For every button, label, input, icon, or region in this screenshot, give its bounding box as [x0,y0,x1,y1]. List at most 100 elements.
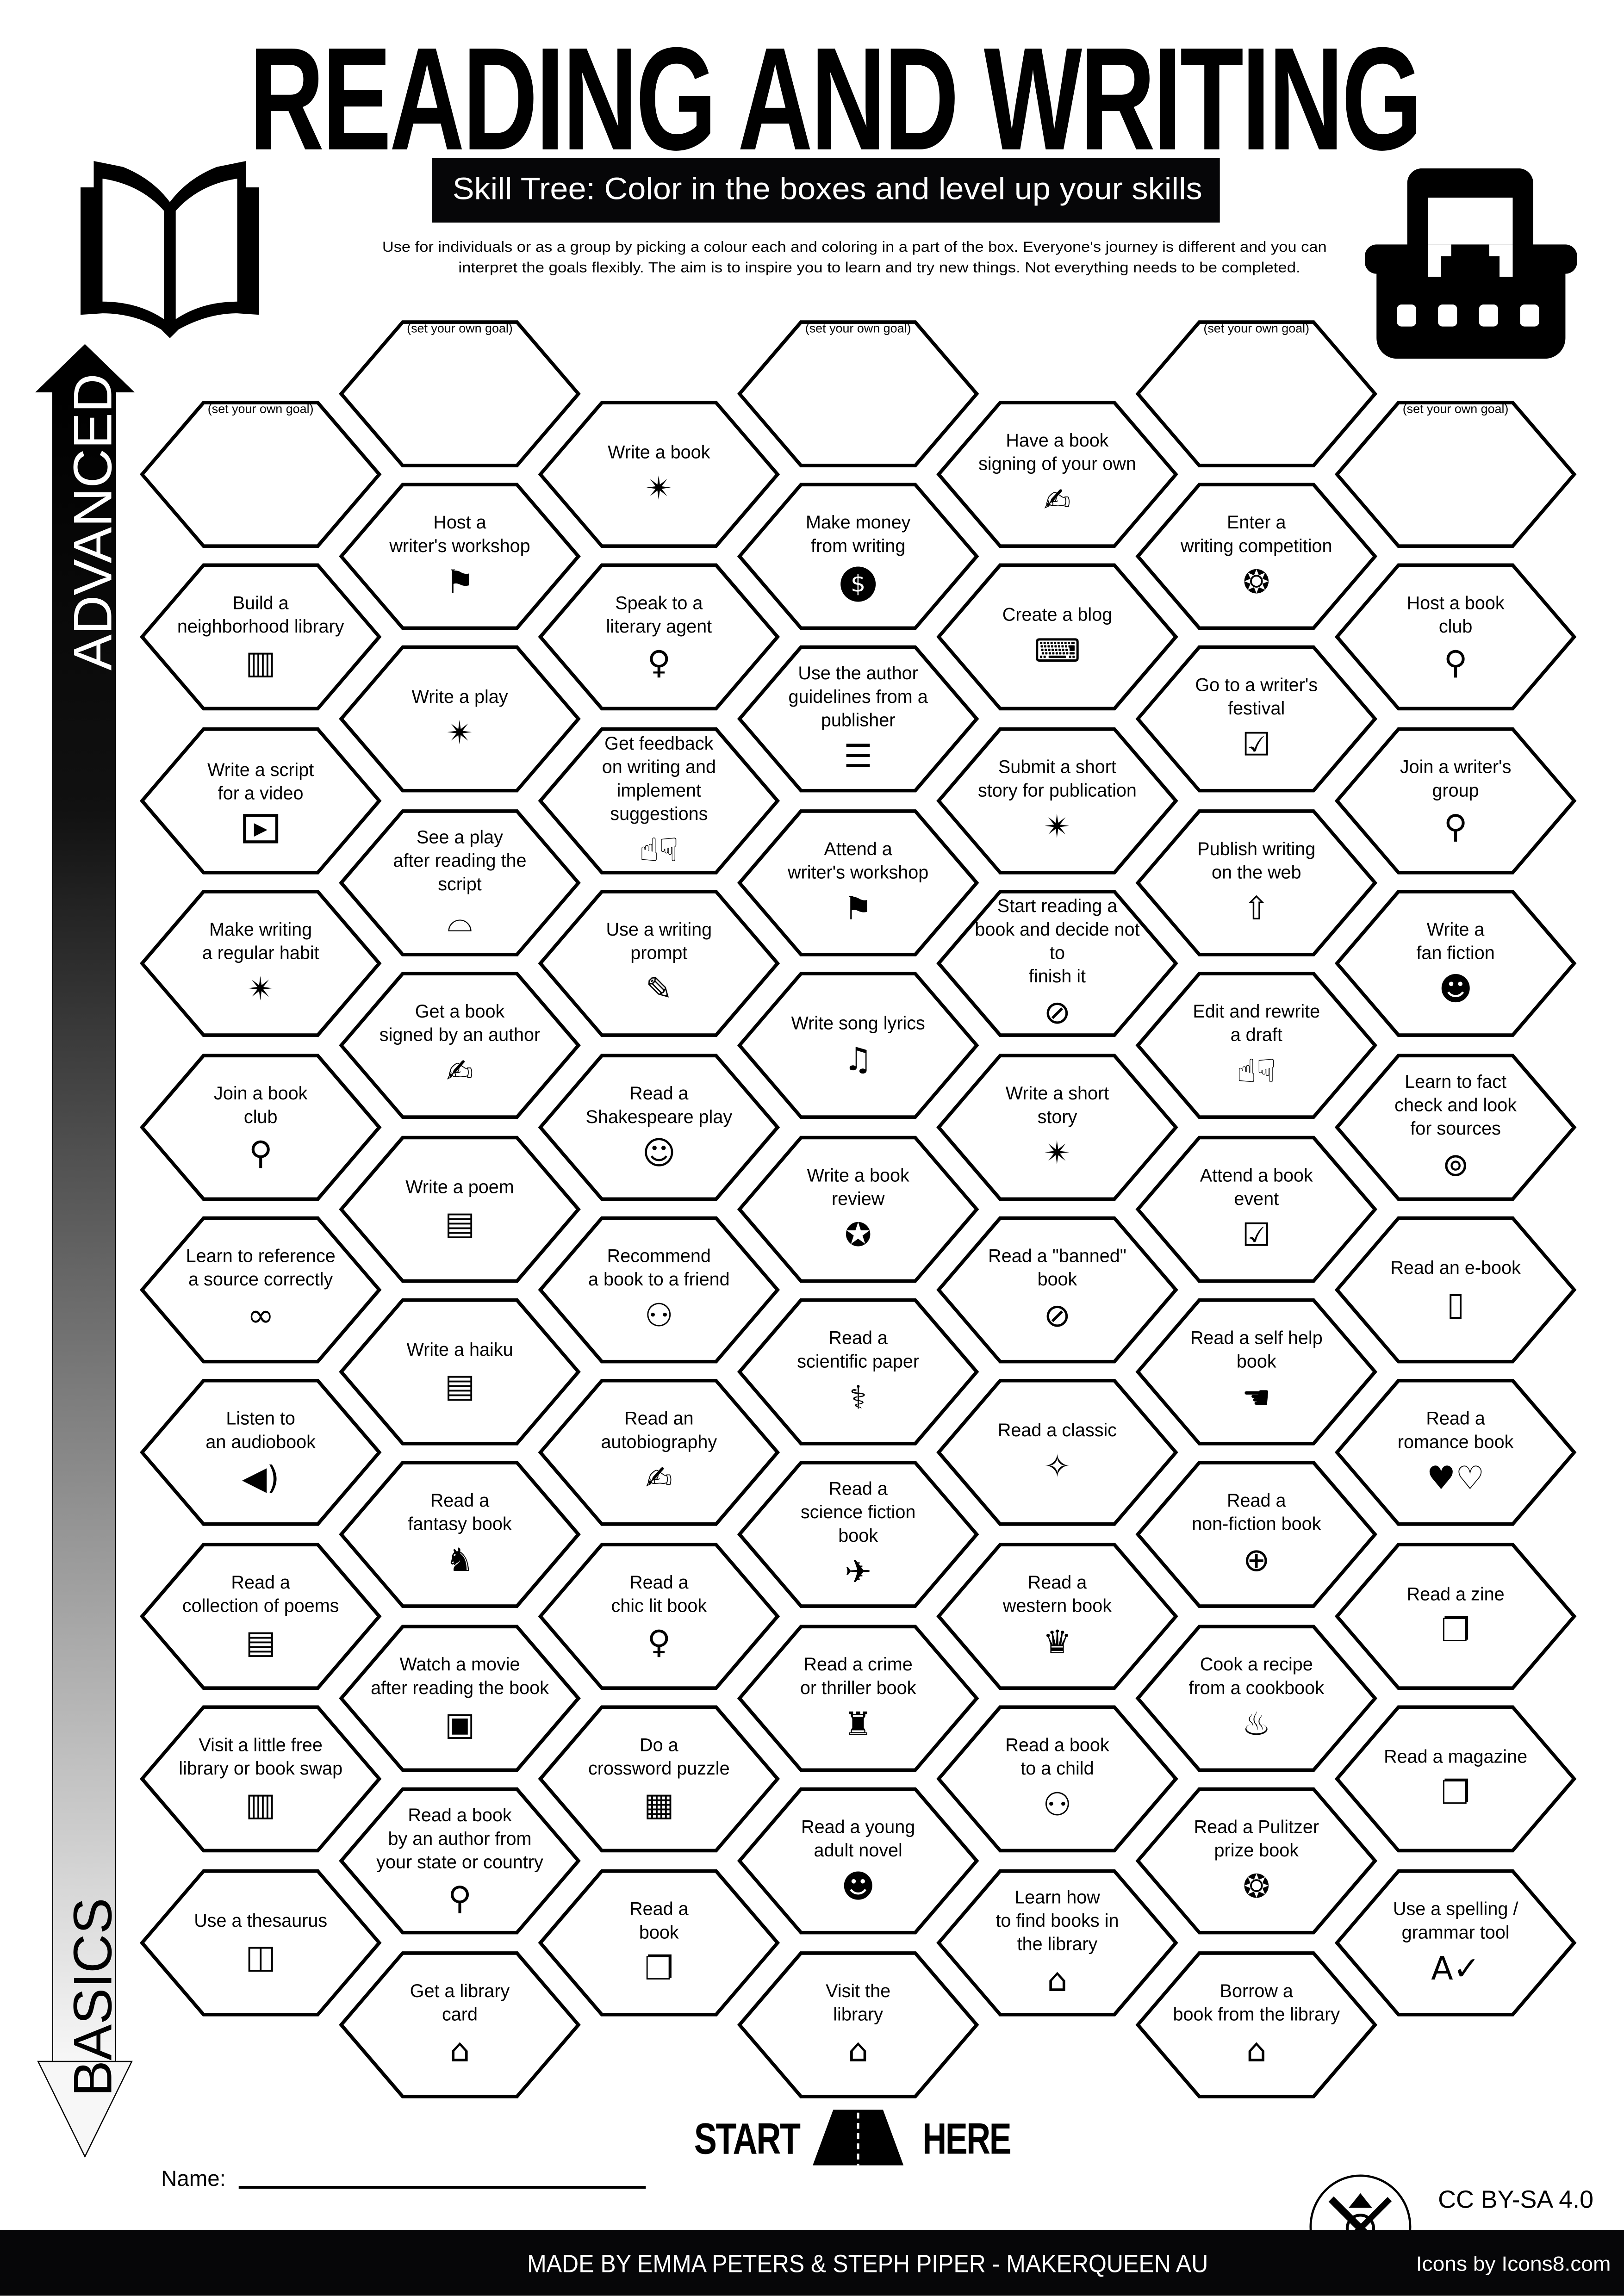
skill-hex[interactable]: Read a western book ♛ [933,1540,1182,1692]
skill-hex[interactable]: Learn how to find books in the library ⌂ [933,1866,1182,2018]
skill-hex[interactable]: Read a non-fiction book ⊕ [1132,1458,1381,1611]
skill-hex[interactable]: Enter a writing competition ❂ [1132,480,1381,632]
poem-scroll-icon: ▤ [444,1205,475,1242]
hex-content: Read a crime or thriller book ♜ [766,1631,951,1765]
skill-hex[interactable]: Read a Pulitzer prize book ❂ [1132,1785,1381,1937]
skill-label: Listen to an audiobook [205,1409,316,1453]
open-book-icon [81,161,260,338]
skill-hex[interactable]: Watch a movie after reading the book ▣ [336,1622,585,1774]
hex-outline [936,1379,1178,1527]
skill-hex[interactable]: Read a Shakespeare play ☺ [535,1051,784,1203]
skill-hex[interactable]: Read an e-book ▯ [1331,1214,1580,1366]
skill-label: Publish writing on the web [1197,838,1316,882]
skill-hex[interactable]: Read a "banned" book ⊘ [933,1214,1182,1366]
skill-hex[interactable]: Speak to a literary agent ♀ [535,561,784,714]
skill-hex[interactable]: Cook a recipe from a cookbook ♨ [1132,1622,1381,1774]
skill-hex[interactable]: Use a spelling / grammar tool A✓ [1331,1866,1580,2018]
skill-hex[interactable]: Write a short story ✴ [933,1051,1182,1203]
skill-hex[interactable]: Read a self help book ☚ [1132,1296,1381,1448]
skill-hex[interactable]: Borrow a book from the library ⌂ [1132,1948,1381,2100]
skill-hex[interactable]: Write a book ✴ [535,398,784,551]
goal-hex[interactable]: (set your own goal) [336,317,585,469]
goal-hex[interactable]: (set your own goal) [1132,317,1381,469]
footer-credit: MADE BY EMMA PETERS & STEPH PIPER - MAKE… [527,2250,1208,2278]
goal-hex[interactable]: (set your own goal) [136,398,385,551]
skill-hex[interactable]: Attend a writer's workshop ⚑ [734,806,983,958]
hex-content: Read a romance book ♥♡ [1363,1385,1548,1520]
skill-hex[interactable]: Host a writer's workshop ⚑ [336,480,585,632]
skill-hex[interactable]: See a play after reading the script ⌓ [336,806,585,958]
skill-hex[interactable]: Join a writer's group ⚲ [1331,725,1580,877]
skill-hex[interactable]: Write a haiku ▤ [336,1296,585,1448]
upload-icon: ⇧ [1243,891,1270,928]
skill-hex[interactable]: Use a thesaurus ◫ [136,1866,385,2018]
skill-hex[interactable]: Start reading a book and decide not to f… [933,887,1182,1040]
skill-hex[interactable]: Read a zine ❐ [1331,1540,1580,1692]
skill-hex[interactable]: Read a book to a child ⚇ [933,1703,1182,1855]
skill-hex[interactable]: Write a fan fiction ☻ [1331,887,1580,1040]
hex-content: Read a zine ❐ [1363,1549,1548,1683]
hex-content: Read an e-book ▯ [1363,1222,1548,1357]
skill-label: Make money from writing [805,512,911,557]
skill-hex[interactable]: Read a magazine ❐ [1331,1703,1580,1855]
skill-hex[interactable]: Write song lyrics ♫ [734,969,983,1122]
skill-hex[interactable]: Do a crossword puzzle ▦ [535,1703,784,1855]
skill-hex[interactable]: Learn to fact check and look for sources… [1331,1051,1580,1203]
skill-hex[interactable]: Submit a short story for publication ✴ [933,725,1182,877]
skill-hex[interactable]: Get feedback on writing and implement su… [535,725,784,877]
skill-hex[interactable]: Read a young adult novel ☻ [734,1785,983,1937]
skill-hex[interactable]: Read a chic lit book ♀ [535,1540,784,1692]
skill-hex[interactable]: Read a crime or thriller book ♜ [734,1622,983,1774]
skill-hex[interactable]: Make money from writing $ [734,480,983,632]
skill-hex[interactable]: Get a book signed by an author ✍ [336,969,585,1122]
skill-hex[interactable]: Read a classic ✧ [933,1377,1182,1529]
hex-content: Visit a little free library or book swap… [168,1712,353,1846]
skill-hex[interactable]: Visit a little free library or book swap… [136,1703,385,1855]
skill-hex[interactable]: Write a poem ▤ [336,1132,585,1285]
skill-hex[interactable]: Read a science fiction book ✈ [734,1458,983,1611]
name-field[interactable] [238,2186,646,2189]
skill-hex[interactable]: Read an autobiography ✍ [535,1377,784,1529]
skill-hex[interactable]: Join a book club ⚲ [136,1051,385,1203]
skill-hex[interactable]: Read a fantasy book ♞ [336,1458,585,1611]
hex-outline [1135,1624,1378,1772]
skill-hex[interactable]: Create a blog ⌨ [933,561,1182,714]
skill-hex[interactable]: Learn to reference a source correctly ∞ [136,1214,385,1366]
hex-content: Start reading a book and decide not to f… [965,896,1150,1032]
skill-hex[interactable]: Recommend a book to a friend ⚇ [535,1214,784,1366]
goal-hex[interactable]: (set your own goal) [734,317,983,469]
skill-label: Borrow a book from the library [1173,1980,1340,2024]
skill-hex[interactable]: Make writing a regular habit ✴ [136,887,385,1040]
skill-hex[interactable]: Attend a book event ☑ [1132,1132,1381,1285]
skill-hex[interactable]: Use a writing prompt ✎ [535,887,784,1040]
hex-outline [339,319,581,467]
skill-hex[interactable]: Read a romance book ♥♡ [1331,1377,1580,1529]
skill-hex[interactable]: Visit the library ⌂ [734,1948,983,2100]
skill-label: Speak to a literary agent [606,593,712,638]
thumbs-icon: ☝☟ [639,832,679,869]
skill-hex[interactable]: Write a book review ✪ [734,1132,983,1285]
skill-hex[interactable]: Host a book club ⚲ [1331,561,1580,714]
skill-hex[interactable]: Go to a writer's festival ☑ [1132,643,1381,795]
skill-hex[interactable]: Publish writing on the web ⇧ [1132,806,1381,958]
skill-hex[interactable]: Use the author guidelines from a publish… [734,643,983,795]
skill-hex[interactable]: Listen to an audiobook ◀) [136,1377,385,1529]
hex-outline [1135,1787,1378,1935]
skill-hex[interactable]: Read a book ❐ [535,1866,784,2018]
goal-hex[interactable]: (set your own goal) [1331,398,1580,551]
skill-label: (set your own goal) [407,320,513,335]
skill-hex[interactable]: Write a script for a video ▶ [136,725,385,877]
skill-hex[interactable]: Build a neighborhood library ▥ [136,561,385,714]
icons-credit-link[interactable]: Icons by Icons8.com [1416,2252,1611,2276]
hex-content: Enter a writing competition ❂ [1164,489,1349,623]
skill-hex[interactable]: Edit and rewrite a draft ☝☟ [1132,969,1381,1122]
hex-content: Write a book ✴ [567,407,752,542]
hex-content: Go to a writer's festival ☑ [1164,652,1349,787]
skill-hex[interactable]: Read a scientific paper ⚕ [734,1296,983,1448]
skill-hex[interactable]: Get a library card ⌂ [336,1948,585,2100]
skill-hex[interactable]: Have a book signing of your own ✍ [933,398,1182,551]
skill-hex[interactable]: Read a collection of poems ▤ [136,1540,385,1692]
skill-hex[interactable]: Read a book by an author from your state… [336,1785,585,1937]
skill-hex[interactable]: Write a play ✴ [336,643,585,795]
